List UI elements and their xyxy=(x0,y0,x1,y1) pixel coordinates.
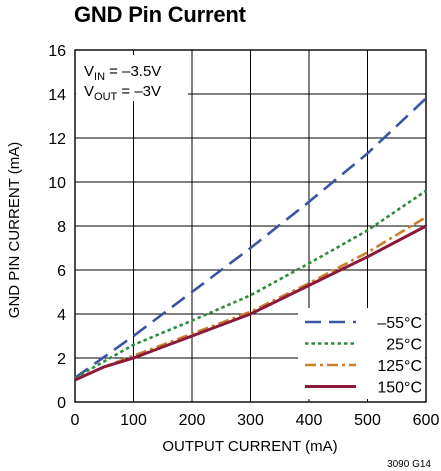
y-tick-label: 0 xyxy=(57,395,66,412)
series-line-1 xyxy=(74,97,427,379)
annotation-vout: VOUT = –3V xyxy=(84,83,161,103)
y-tick-label: 16 xyxy=(48,43,66,60)
legend-label: –55°C xyxy=(377,315,422,332)
y-tick-label: 4 xyxy=(57,307,66,324)
y-tick-label: 2 xyxy=(57,351,66,368)
annotation-vin: VIN = –3.5V xyxy=(84,63,161,83)
legend-label: 125°C xyxy=(377,358,422,375)
y-tick-label: 6 xyxy=(57,263,66,280)
chart-title: GND Pin Current xyxy=(74,2,246,27)
y-tick-label: 10 xyxy=(48,175,66,192)
x-tick-label: 500 xyxy=(354,412,381,429)
x-tick-labels: 0 100 200 300 400 500 600 xyxy=(71,412,440,429)
x-tick-label: 400 xyxy=(296,412,323,429)
legend: –55°C 25°C 125°C 150°C xyxy=(298,308,425,399)
legend-label: 25°C xyxy=(386,337,422,354)
condition-annotation: VIN = –3.5V VOUT = –3V xyxy=(76,55,188,103)
x-tick-label: 600 xyxy=(413,412,440,429)
legend-label: 150°C xyxy=(377,380,422,397)
series-lines xyxy=(74,97,427,382)
series-line-4 xyxy=(74,224,427,382)
y-tick-labels: 0 2 4 6 8 10 12 14 16 xyxy=(48,43,66,412)
y-tick-label: 12 xyxy=(48,131,66,148)
y-axis-title: GND PIN CURRENT (mA) xyxy=(6,142,23,318)
x-tick-label: 200 xyxy=(179,412,206,429)
y-tick-label: 8 xyxy=(57,219,66,236)
figure-code: 3090 G14 xyxy=(387,459,431,470)
y-tick-label: 14 xyxy=(48,87,66,104)
x-tick-label: 100 xyxy=(120,412,147,429)
x-axis-title: OUTPUT CURRENT (mA) xyxy=(162,438,337,455)
x-tick-label: 300 xyxy=(237,412,264,429)
x-tick-label: 0 xyxy=(71,412,80,429)
series-line-2 xyxy=(74,189,427,379)
